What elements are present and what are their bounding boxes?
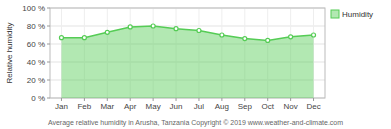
x-tick-label: Feb xyxy=(77,102,91,111)
marker xyxy=(243,37,247,41)
marker xyxy=(312,33,316,37)
x-tick xyxy=(313,98,314,101)
y-tick-label: 20 % xyxy=(27,76,45,85)
x-tick xyxy=(290,98,291,101)
x-tick-label: Jun xyxy=(170,102,183,111)
legend-swatch xyxy=(331,10,339,18)
x-tick xyxy=(84,98,85,101)
y-tick xyxy=(47,8,50,9)
y-grid-line xyxy=(50,26,325,27)
data-group xyxy=(59,24,315,98)
x-tick-label: Dec xyxy=(306,102,320,111)
x-tick-label: Aug xyxy=(215,102,229,111)
chart: 0 % 20 % 40 % 60 % 80 % 100 % Jan Feb Mar Apr May J… xyxy=(0,0,391,129)
marker xyxy=(82,36,86,40)
x-tick xyxy=(61,98,62,101)
plot-frame xyxy=(50,8,325,98)
marker xyxy=(266,38,270,42)
x-tick xyxy=(198,98,199,101)
legend: Humidity xyxy=(331,10,373,19)
marker xyxy=(128,25,132,29)
marker xyxy=(105,30,109,34)
x-tick xyxy=(107,98,108,101)
caption: Average relative humidity in Arusha, Tan… xyxy=(48,119,343,127)
x-tick xyxy=(153,98,154,101)
y-tick xyxy=(47,44,50,45)
x-tick xyxy=(130,98,131,101)
x-tick-label: Mar xyxy=(100,102,114,111)
marker xyxy=(197,29,201,33)
area-line xyxy=(61,26,313,40)
y-tick-label: 40 % xyxy=(27,58,45,67)
x-tick-label: Sep xyxy=(238,102,253,111)
x-tick xyxy=(176,98,177,101)
marker xyxy=(174,27,178,31)
x-tick-label: Apr xyxy=(124,102,137,111)
y-tick-label: 80 % xyxy=(27,22,45,31)
marker xyxy=(151,24,155,28)
y-tick-label: 60 % xyxy=(27,40,45,49)
legend-label: Humidity xyxy=(342,10,373,19)
marker xyxy=(59,36,63,40)
y-tick-label: 0 % xyxy=(31,94,45,103)
y-tick xyxy=(47,98,50,99)
y-tick xyxy=(47,80,50,81)
marker xyxy=(220,33,224,37)
x-tick xyxy=(221,98,222,101)
x-tick-label: May xyxy=(146,102,161,111)
area-fill xyxy=(61,26,313,98)
y-tick xyxy=(47,62,50,63)
y-axis-label: Relative humidity xyxy=(5,23,14,84)
marker xyxy=(289,35,293,39)
x-tick-label: Oct xyxy=(261,102,274,111)
x-tick-label: Nov xyxy=(284,102,298,111)
x-tick xyxy=(267,98,268,101)
x-tick-label: Jan xyxy=(55,102,68,111)
x-tick-label: Jul xyxy=(194,102,204,111)
grid xyxy=(50,8,325,98)
y-tick-label: 100 % xyxy=(22,4,45,13)
x-tick xyxy=(244,98,245,101)
y-tick xyxy=(47,26,50,27)
